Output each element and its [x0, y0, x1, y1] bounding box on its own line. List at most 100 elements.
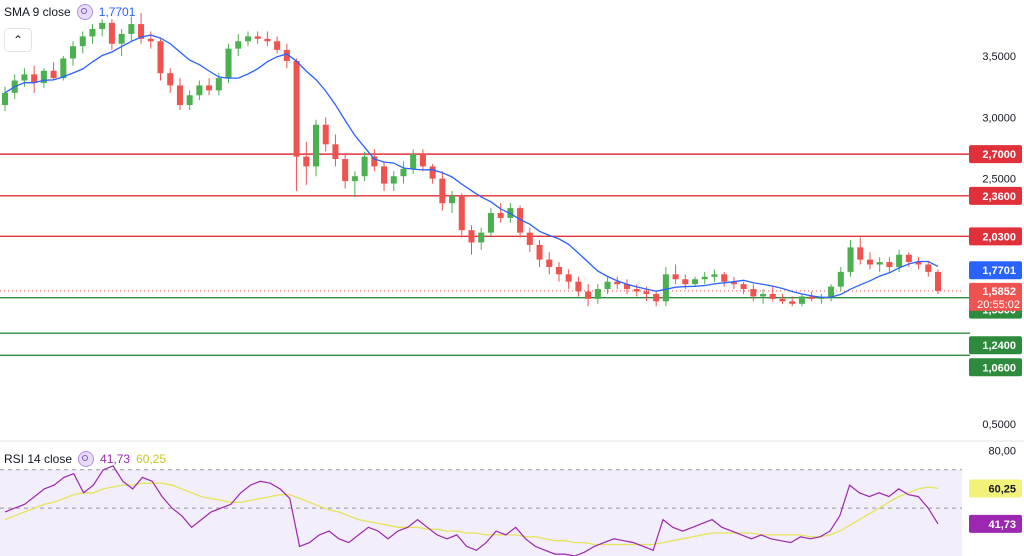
candle-body[interactable] [138, 24, 145, 39]
candle-body[interactable] [798, 296, 805, 304]
candle-body[interactable] [866, 259, 873, 265]
candle-body[interactable] [468, 230, 475, 243]
candle-body[interactable] [750, 289, 757, 297]
candle-body[interactable] [293, 60, 300, 157]
candle-body[interactable] [536, 244, 543, 260]
candle-body[interactable] [254, 36, 261, 39]
candle-body[interactable] [50, 70, 57, 79]
candle-body[interactable] [167, 73, 174, 86]
candle-body[interactable] [89, 29, 96, 37]
candle-body[interactable] [312, 124, 320, 167]
candle-body[interactable] [70, 46, 77, 59]
candle-body[interactable] [585, 291, 592, 299]
candle-body[interactable] [439, 178, 446, 204]
candle-body[interactable] [400, 168, 407, 177]
candle-body[interactable] [934, 271, 942, 291]
candle-body[interactable] [886, 262, 893, 267]
candle-body[interactable] [147, 38, 154, 42]
candle-body[interactable] [1, 92, 9, 106]
candle-body[interactable] [332, 144, 339, 160]
candle-body[interactable] [837, 271, 844, 287]
candle-body[interactable] [283, 49, 290, 61]
rsi-pane[interactable] [0, 465, 962, 556]
candle-body[interactable] [896, 254, 903, 267]
candle-body[interactable] [351, 176, 358, 182]
candle-body[interactable] [429, 166, 436, 179]
rsi-ma-line[interactable] [4, 482, 939, 546]
candle-body[interactable] [176, 85, 183, 106]
collapse-legend-button[interactable]: ⌃ [4, 28, 32, 52]
sma-line[interactable] [4, 34, 939, 299]
candle-body[interactable] [118, 33, 125, 44]
candle-body[interactable] [740, 284, 747, 290]
candle-body[interactable] [381, 166, 388, 184]
candle-body[interactable] [497, 213, 504, 218]
candle-body[interactable] [847, 247, 854, 272]
candle-body[interactable] [594, 289, 601, 299]
candle-body[interactable] [789, 301, 796, 304]
candle-body[interactable] [546, 259, 553, 267]
candle-body[interactable] [478, 232, 485, 243]
candle-body[interactable] [60, 58, 67, 79]
candle-body[interactable] [701, 276, 708, 280]
price-axis[interactable]: 3,5000 3,0000 2,5000 0,5000 2,7000 2,3600 2,03… [969, 51, 1022, 533]
candle-body[interactable] [808, 296, 815, 299]
candle-body[interactable] [128, 24, 135, 34]
candle-body[interactable] [322, 124, 329, 145]
candle-body[interactable] [672, 274, 679, 280]
candle-body[interactable] [264, 38, 271, 42]
candle-body[interactable] [108, 22, 115, 44]
candle-body[interactable] [526, 232, 533, 245]
candle-body[interactable] [40, 70, 47, 83]
candle-body[interactable] [419, 154, 426, 167]
candle-body[interactable] [721, 274, 728, 282]
candle-body[interactable] [371, 156, 378, 167]
candle-body[interactable] [517, 208, 524, 233]
settings-icon[interactable] [78, 451, 95, 467]
candle-body[interactable] [157, 41, 164, 74]
candle-body[interactable] [828, 286, 835, 298]
candle-body[interactable] [458, 195, 465, 231]
candle-body[interactable] [274, 41, 281, 50]
candle-body[interactable] [206, 85, 213, 91]
candle-body[interactable] [487, 213, 494, 233]
candle-body[interactable] [99, 22, 106, 30]
candle-body[interactable] [244, 36, 251, 42]
candle-body[interactable] [730, 281, 737, 285]
candle-body[interactable] [196, 85, 203, 96]
candle-body[interactable] [390, 176, 397, 184]
candle-body[interactable] [692, 279, 699, 285]
sma-legend[interactable]: SMA 9 close 1,7701 [4, 4, 135, 20]
candle-body[interactable] [905, 254, 912, 263]
candle-body[interactable] [303, 156, 310, 167]
candle-body[interactable] [186, 95, 193, 106]
candle-body[interactable] [760, 293, 767, 297]
candle-body[interactable] [653, 293, 660, 302]
candle-body[interactable] [682, 279, 689, 285]
candle-body[interactable] [410, 154, 417, 169]
candle-body[interactable] [79, 36, 86, 47]
candle-body[interactable] [31, 74, 38, 83]
candle-body[interactable] [575, 281, 582, 292]
rsi-legend[interactable]: RSI 14 close 41,73 60,25 [4, 451, 166, 467]
price-pane[interactable] [0, 13, 970, 357]
candle-body[interactable] [876, 262, 883, 265]
candle-body[interactable] [235, 41, 242, 49]
candle-body[interactable] [565, 274, 572, 282]
candle-body[interactable] [225, 48, 232, 79]
candle-body[interactable] [769, 293, 776, 299]
candle-body[interactable] [342, 159, 349, 182]
candle-body[interactable] [633, 289, 640, 292]
candle-body[interactable] [21, 74, 28, 81]
candle-body[interactable] [915, 262, 922, 265]
candle-body[interactable] [779, 298, 786, 302]
candle-body[interactable] [215, 78, 222, 91]
candle-body[interactable] [925, 264, 932, 272]
candle-body[interactable] [623, 284, 631, 290]
settings-icon[interactable] [76, 4, 93, 20]
candle-body[interactable] [818, 297, 825, 299]
candle-body[interactable] [711, 274, 718, 277]
candle-body[interactable] [555, 266, 562, 275]
candle-body[interactable] [662, 274, 669, 302]
